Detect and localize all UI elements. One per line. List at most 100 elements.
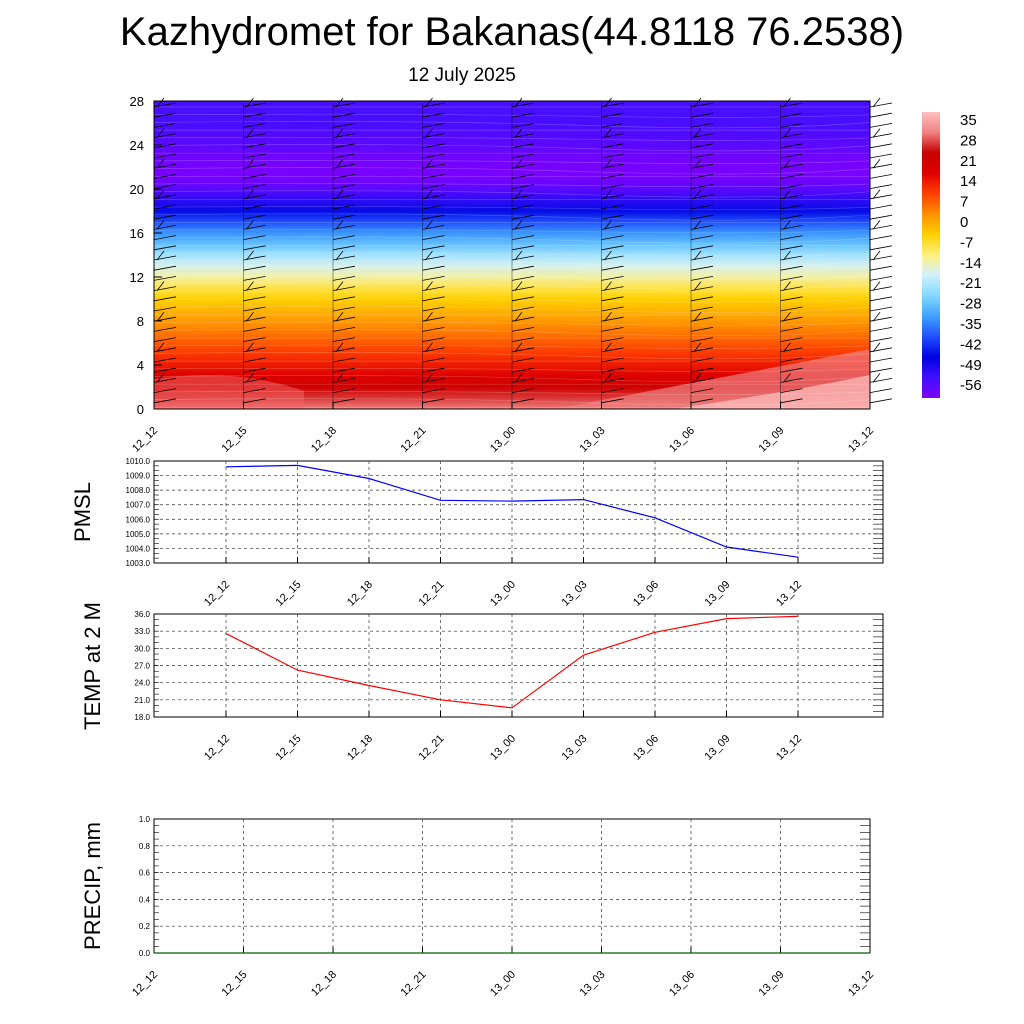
wind-barb <box>870 205 892 209</box>
y-tick-label: 24.0 <box>134 679 150 688</box>
y-tick-label: 18.0 <box>134 713 150 722</box>
colorbar-label: 0 <box>960 214 968 231</box>
colorbar-label: -56 <box>960 377 982 394</box>
x-tick-label: 13_03 <box>560 579 590 609</box>
y-tick-label: 1003.0 <box>126 559 151 568</box>
wind-barb <box>870 174 892 178</box>
colorbar-label: 7 <box>960 194 968 211</box>
y-tick-label: 1008.0 <box>126 486 151 495</box>
y-tick-label: 1009.0 <box>126 472 151 481</box>
wind-barb <box>870 236 892 240</box>
y-tick-label: 30.0 <box>134 644 150 653</box>
x-tick-label: 13_00 <box>488 579 518 609</box>
x-tick-label: 12_15 <box>220 425 250 455</box>
wind-barb <box>870 358 892 362</box>
x-tick-label: 13_03 <box>578 969 608 999</box>
colorbar-label: -49 <box>960 357 982 374</box>
x-tick-label: 13_03 <box>560 733 590 763</box>
wind-barb <box>870 399 892 403</box>
colorbar-label: -28 <box>960 296 982 313</box>
x-tick-label: 13_12 <box>774 579 804 609</box>
y-tick-label: 24 <box>130 138 144 153</box>
colorbar-label: -42 <box>960 336 982 353</box>
x-tick-label: 12_12 <box>130 425 160 455</box>
wind-barb <box>870 144 892 148</box>
y-axis-label: PMSL <box>70 482 95 542</box>
colorbar-label: 14 <box>960 173 977 190</box>
colorbar-strip <box>922 112 940 398</box>
colorbar-label: -35 <box>960 316 982 333</box>
x-tick-label: 12_21 <box>399 969 429 999</box>
colorbar-label: -7 <box>960 234 973 251</box>
precip-plot: 1.0 0.8 0.6 0.4 0.2 0.0 12_12 12_15 12_18 12_21 13… <box>80 815 876 999</box>
y-tick-label: 1.0 <box>139 815 151 824</box>
x-tick-label: 12_18 <box>309 969 339 999</box>
wind-barb <box>870 327 892 331</box>
wind-barb <box>870 338 892 342</box>
x-tick-label: 13_09 <box>757 969 787 999</box>
y-tick-label: 1005.0 <box>126 530 151 539</box>
y-tick-label: 16 <box>130 226 144 241</box>
wind-barb <box>870 297 892 301</box>
y-tick-label: 1004.0 <box>126 544 151 553</box>
x-tick-label: 12_12 <box>202 579 232 609</box>
x-tick-label: 13_09 <box>757 425 787 455</box>
x-tick-label: 12_12 <box>130 969 160 999</box>
x-tick-label: 13_06 <box>667 425 697 455</box>
colorbar: 3528211470-7-14-21-28-35-42-49-56 <box>922 112 982 398</box>
x-tick-label: 13_09 <box>703 733 733 763</box>
wind-barb <box>870 246 892 250</box>
x-tick-label: 13_12 <box>846 969 876 999</box>
x-tick-label: 13_00 <box>488 425 518 455</box>
x-tick-label: 12_18 <box>345 733 375 763</box>
wind-barb <box>870 154 892 158</box>
y-tick-label: 33.0 <box>134 627 150 636</box>
y-tick-label: 0.0 <box>139 949 151 958</box>
y-tick-label: 0.8 <box>139 842 151 851</box>
meteogram-chart: 0 4 8 12 16 20 24 28 12_12 12_15 12_18 12_21 13_00 13… <box>0 0 1024 1024</box>
y-tick-label: 0.6 <box>139 869 151 878</box>
y-axis-label: TEMP at 2 M <box>80 602 105 730</box>
y-tick-label: 1006.0 <box>126 515 151 524</box>
y-tick-label: 8 <box>137 314 144 329</box>
x-tick-label: 13_12 <box>846 425 876 455</box>
y-tick-label: 0 <box>137 402 144 417</box>
colorbar-label: 35 <box>960 112 977 129</box>
x-tick-label: 12_21 <box>399 425 429 455</box>
x-tick-label: 12_15 <box>220 969 250 999</box>
wind-barb <box>870 215 892 219</box>
x-tick-label: 13_06 <box>667 969 697 999</box>
temp-plot: 36.033.030.027.024.021.018.012_12 12_15 12… <box>80 602 883 763</box>
x-tick-label: 13_12 <box>774 733 804 763</box>
colorbar-label: -14 <box>960 255 982 272</box>
y-tick-label: 1007.0 <box>126 501 151 510</box>
y-tick-label: 0.4 <box>139 895 151 904</box>
x-tick-label: 12_12 <box>202 733 232 763</box>
wind-barb <box>870 368 892 372</box>
wind-barb <box>870 123 892 127</box>
cross-section-plot: 048121620242812_12 12_15 12_18 12_21 13_00 13… <box>130 94 892 455</box>
x-tick-label: 13_00 <box>488 733 518 763</box>
y-tick-label: 0.2 <box>139 922 151 931</box>
x-tick-label: 13_06 <box>631 579 661 609</box>
x-tick-label: 13_09 <box>703 579 733 609</box>
y-tick-label: 1010.0 <box>126 457 151 466</box>
y-axis-label: PRECIP, mm <box>80 822 105 950</box>
y-tick-label: 36.0 <box>134 610 150 619</box>
wind-barb <box>870 389 892 393</box>
wind-barb <box>870 113 892 117</box>
x-tick-label: 13_06 <box>631 733 661 763</box>
y-tick-label: 20 <box>130 182 144 197</box>
wind-barb <box>870 276 892 280</box>
x-tick-label: 13_03 <box>578 425 608 455</box>
colorbar-label: 28 <box>960 132 977 149</box>
x-tick-label: 13_00 <box>488 969 518 999</box>
x-tick-label: 12_18 <box>345 579 375 609</box>
pmsl-plot: 1010.0 1009.0 1008.0 1007.0 1006.0 1005.0 1004… <box>70 457 883 609</box>
x-tick-label: 12_15 <box>274 733 304 763</box>
y-tick-label: 12 <box>130 270 144 285</box>
y-tick-label: 4 <box>137 358 144 373</box>
plot-frame <box>154 461 883 563</box>
y-tick-label: 28 <box>130 94 144 109</box>
x-tick-label: 12_15 <box>274 579 304 609</box>
